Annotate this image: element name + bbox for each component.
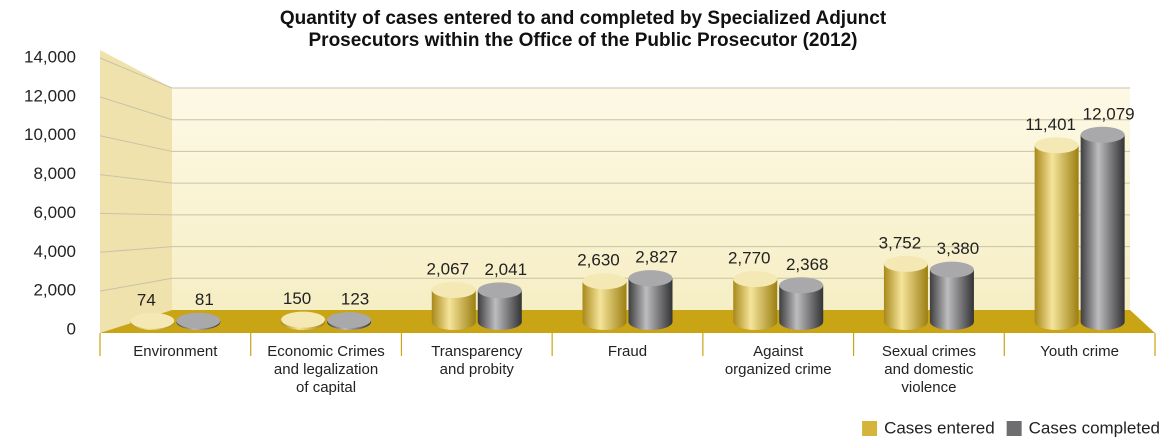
bar-top: [130, 312, 175, 329]
data-label: 74: [137, 290, 156, 309]
chart-title: Quantity of cases entered to and complet…: [279, 8, 887, 51]
grid-line: [99, 246, 173, 253]
bar: [1034, 145, 1079, 330]
bar-top: [431, 281, 476, 298]
bar: [1080, 134, 1125, 330]
data-label: 81: [195, 290, 214, 309]
grid-line: [99, 174, 173, 184]
bar-top: [281, 311, 326, 328]
grid-line: [99, 57, 173, 89]
y-tick-label: 0: [67, 319, 76, 338]
bar-top: [1080, 126, 1125, 143]
bar-top: [327, 312, 372, 329]
x-tick-label: Environment: [133, 343, 218, 360]
bar: [929, 269, 974, 330]
grid-line: [99, 135, 173, 152]
data-label: 3,380: [937, 239, 980, 258]
bar-top: [477, 282, 522, 299]
bar-top: [883, 255, 928, 272]
bar-top: [176, 312, 221, 329]
data-label: 2,827: [635, 248, 678, 267]
data-label: 150: [283, 289, 311, 308]
bar: [779, 285, 824, 330]
grid-line: [99, 212, 173, 216]
bar: [733, 279, 778, 330]
left-wall: [100, 50, 172, 333]
bar: [431, 289, 476, 330]
data-label: 123: [341, 290, 369, 309]
data-label: 2,630: [577, 251, 620, 270]
bar-top: [733, 271, 778, 288]
bar-top: [1034, 137, 1079, 154]
y-tick-label: 14,000: [24, 47, 76, 66]
data-label: 11,401: [1025, 115, 1076, 134]
x-tick-label: Against organized crime: [724, 343, 832, 378]
bar-top: [628, 270, 673, 287]
bar-top: [779, 277, 824, 294]
y-tick-label: 8,000: [33, 164, 76, 183]
legend-swatch: [1006, 421, 1022, 436]
legend-label: Cases completed: [1029, 418, 1160, 437]
bar-top: [582, 273, 627, 290]
x-tick-label: Sexual crimes and domestic violence: [881, 343, 977, 396]
y-tick-label: 2,000: [33, 281, 76, 300]
back-wall: [172, 88, 1130, 310]
legend-label: Cases entered: [884, 418, 995, 437]
bar: [628, 278, 673, 330]
x-tick-label: Economic Crimes and legalization of capi…: [267, 343, 385, 396]
x-tick-label: Fraud: [607, 343, 648, 360]
floor: [100, 310, 1155, 333]
bar-top: [929, 261, 974, 278]
data-label: 12,079: [1083, 104, 1135, 123]
grid-line: [99, 277, 173, 292]
x-tick-label: Youth crime: [1040, 343, 1119, 360]
y-tick-label: 6,000: [33, 203, 76, 222]
bar: [477, 290, 522, 330]
data-label: 2,770: [728, 249, 771, 268]
legend-swatch: [862, 421, 878, 436]
data-label: 2,368: [786, 255, 829, 274]
y-tick-label: 4,000: [33, 242, 76, 261]
bar: [582, 281, 627, 330]
data-label: 2,067: [427, 259, 470, 278]
grid-line: [99, 96, 173, 121]
x-tick-label: Transparency and probity: [431, 343, 523, 378]
y-tick-label: 12,000: [24, 86, 76, 105]
data-label: 3,752: [879, 233, 922, 252]
data-label: 2,041: [485, 260, 528, 279]
bar: [883, 263, 928, 330]
y-tick-label: 10,000: [24, 125, 76, 144]
